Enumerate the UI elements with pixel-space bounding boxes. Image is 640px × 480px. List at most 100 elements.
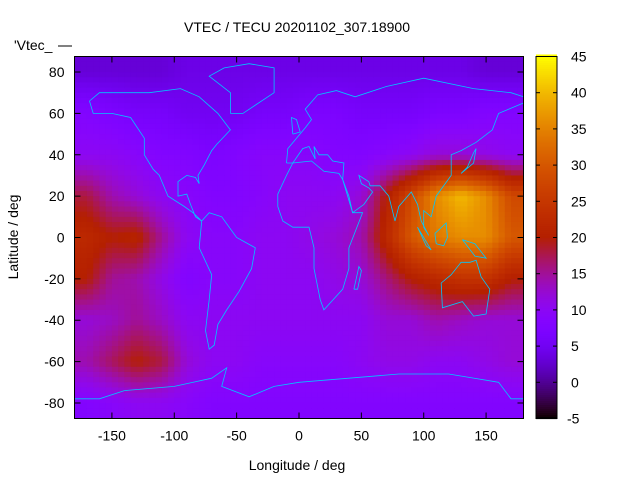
heatmap-cell [323, 103, 331, 109]
heatmap-cell [249, 304, 256, 311]
heatmap-cell [143, 232, 150, 238]
heatmap-cell [86, 294, 94, 301]
heatmap-cell [311, 108, 319, 114]
heatmap-cell [417, 402, 425, 409]
heatmap-cell [405, 366, 412, 373]
heatmap-cell [392, 56, 400, 63]
heatmap-cell [230, 211, 238, 218]
heatmap-cell [504, 211, 512, 218]
heatmap-cell [299, 154, 306, 161]
heatmap-cell [217, 299, 225, 306]
heatmap-cell [211, 82, 219, 89]
heatmap-cell [492, 232, 500, 238]
heatmap-cell [511, 356, 518, 363]
heatmap-cell [504, 221, 512, 228]
heatmap-cell [498, 87, 506, 94]
heatmap-cell [417, 320, 425, 326]
heatmap-cell [280, 201, 288, 207]
heatmap-cell [311, 72, 319, 78]
heatmap-cell [255, 201, 263, 207]
heatmap-cell [292, 299, 300, 306]
heatmap-cell [149, 382, 157, 388]
heatmap-cell [186, 159, 194, 166]
heatmap-cell [86, 61, 94, 68]
heatmap-cell [236, 346, 244, 352]
heatmap-cell [136, 366, 144, 373]
heatmap-cell [473, 87, 481, 94]
heatmap-cell [423, 382, 431, 388]
heatmap-cell [180, 315, 188, 321]
heatmap-cell [386, 211, 394, 218]
heatmap-cell [242, 185, 250, 192]
heatmap-cell [311, 247, 319, 254]
heatmap-cell [224, 247, 231, 254]
heatmap-cell [192, 180, 200, 187]
heatmap-cell [174, 320, 182, 326]
heatmap-cell [280, 408, 288, 414]
heatmap-cell [504, 242, 512, 249]
heatmap-cell [224, 356, 231, 363]
heatmap-cell [386, 61, 394, 68]
heatmap-cell [386, 77, 394, 83]
heatmap-cell [299, 211, 306, 218]
heatmap-cell [105, 346, 113, 352]
heatmap-cell [361, 165, 369, 171]
heatmap-cell [180, 278, 188, 285]
heatmap-cell [323, 232, 331, 238]
heatmap-cell [274, 413, 281, 419]
heatmap-cell [454, 201, 462, 207]
heatmap-cell [398, 108, 406, 114]
heatmap-cell [236, 258, 244, 264]
heatmap-cell [361, 87, 369, 94]
heatmap-cell [249, 82, 256, 89]
heatmap-cell [236, 232, 244, 238]
heatmap-cell [361, 335, 369, 342]
heatmap-cell [323, 263, 331, 270]
heatmap-cell [398, 201, 406, 207]
heatmap-cell [174, 289, 182, 295]
heatmap-cell [211, 377, 219, 383]
heatmap-cell [192, 134, 200, 140]
heatmap-cell [211, 351, 219, 357]
heatmap-cell [473, 149, 481, 156]
heatmap-cell [317, 361, 325, 368]
heatmap-cell [473, 351, 481, 357]
heatmap-cell [86, 340, 94, 347]
heatmap-cell [99, 77, 107, 83]
heatmap-cell [473, 397, 481, 404]
heatmap-cell [498, 134, 506, 140]
heatmap-cell [80, 325, 88, 332]
heatmap-cell [93, 397, 100, 404]
heatmap-cell [504, 77, 512, 83]
heatmap-cell [99, 87, 107, 94]
heatmap-cell [80, 371, 88, 378]
heatmap-cell [504, 284, 512, 290]
heatmap-cell [249, 325, 256, 332]
heatmap-cell [467, 382, 475, 388]
heatmap-cell [93, 289, 100, 295]
heatmap-cell [255, 190, 263, 197]
heatmap-cell [199, 356, 206, 363]
heatmap-cell [373, 72, 381, 78]
heatmap-cell [405, 211, 412, 218]
heatmap-cell [180, 299, 188, 306]
heatmap-cell [373, 134, 381, 140]
heatmap-cell [479, 196, 487, 202]
heatmap-cell [467, 221, 475, 228]
heatmap-cell [230, 134, 238, 140]
heatmap-cell [355, 66, 362, 73]
heatmap-cell [74, 72, 82, 78]
heatmap-cell [105, 315, 113, 321]
heatmap-cell [342, 139, 350, 145]
heatmap-cell [461, 382, 468, 388]
heatmap-cell [355, 330, 362, 337]
heatmap-cell [348, 346, 356, 352]
heatmap-cell [249, 320, 256, 326]
heatmap-cell [292, 366, 300, 373]
heatmap-cell [280, 371, 288, 378]
heatmap-cell [130, 82, 138, 89]
heatmap-cell [511, 113, 518, 120]
heatmap-cell [517, 113, 524, 120]
heatmap-cell [436, 278, 443, 285]
heatmap-cell [386, 221, 394, 228]
